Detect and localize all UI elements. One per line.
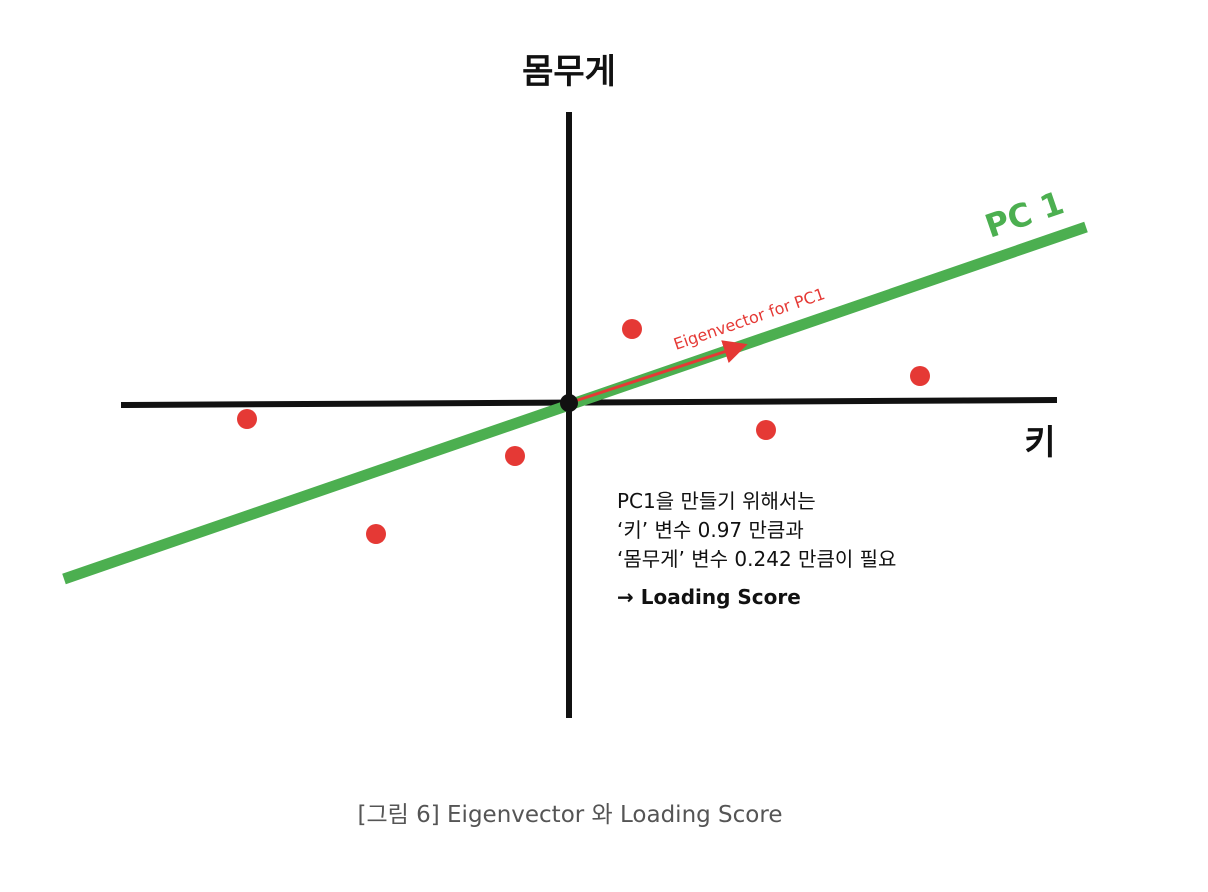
eigenvector-arrow — [568, 340, 748, 405]
loading-score-label: → Loading Score — [617, 585, 801, 609]
data-point — [237, 409, 257, 429]
origin-point — [560, 394, 578, 412]
data-point — [366, 524, 386, 544]
data-point — [622, 319, 642, 339]
note-line-1: PC1을 만들기 위해서는 — [617, 489, 816, 513]
y-axis-label: 몸무게 — [522, 52, 616, 92]
figure-caption: [그림 6] Eigenvector 와 Loading Score — [357, 802, 783, 828]
data-point — [505, 446, 525, 466]
x-axis-label: 키 — [1024, 423, 1055, 463]
loading-note: PC1을 만들기 위해서는 ‘키’ 변수 0.97 만큼과 ‘몸무게’ 변수 0… — [617, 487, 1037, 612]
note-line-3: ‘몸무게’ 변수 0.242 만큼이 필요 — [617, 547, 897, 571]
data-point — [756, 420, 776, 440]
note-line-2: ‘키’ 변수 0.97 만큼과 — [617, 518, 804, 542]
data-point — [910, 366, 930, 386]
